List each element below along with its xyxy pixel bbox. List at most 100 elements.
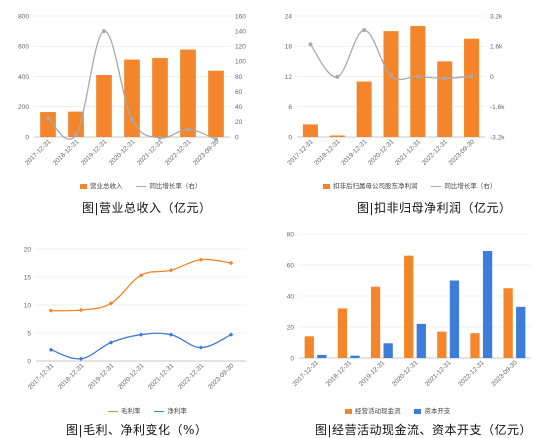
x-tick-label: 2019-12-31 <box>358 359 387 388</box>
chart-caption: 图|毛利、净利变化（%） <box>66 423 208 437</box>
chart-panel-net-profit: 0 6 12 18 24 -3.2k -1.6k 0 1.6k 3.2k 2017-12-31 201… <box>277 0 554 219</box>
net-profit-chart: 06121824-3.2k-1.6k01.6k3.2k2017-12-31201… <box>285 13 505 167</box>
x-tick-label: 2017-12-31 <box>286 138 315 167</box>
x-tick-label: 2021-12-31 <box>147 362 176 391</box>
legend-label: 营业总收入 <box>90 183 123 190</box>
line-marker <box>130 117 134 122</box>
y-right-tick-label: 140 <box>235 28 246 35</box>
line-marker <box>78 356 84 361</box>
cashflow-legend: 经营活动现金流 资本开支 <box>345 405 462 415</box>
chart-panel-revenue: 0 200 400 600 800 0 20 40 60 80 100 120 140 160 2017-1… <box>0 0 277 219</box>
line-marker <box>78 307 84 313</box>
bar <box>416 323 426 358</box>
x-tick-label: 2019-12-31 <box>80 138 109 167</box>
line-marker <box>186 127 190 132</box>
chart-caption: 图|营业总收入（亿元） <box>82 201 212 215</box>
chart-panel-margins: 0 5 10 15 20 2017-12-31 2018-12-31 2019-12-31 20… <box>0 219 277 438</box>
y-tick-label: 0 <box>25 134 29 141</box>
x-tick-label: 2018-12-31 <box>313 138 342 167</box>
y-right-tick-label: 100 <box>235 59 246 66</box>
x-tick-label: 2017-12-31 <box>27 362 56 391</box>
bar <box>404 255 414 358</box>
y-tick-label: 0 <box>288 134 292 141</box>
x-tick-label: 2022-12-31 <box>421 138 450 167</box>
y-tick-label: 20 <box>287 324 295 331</box>
y-tick-label: 600 <box>18 44 29 51</box>
bar <box>437 331 447 358</box>
legend-swatch-bar <box>323 183 330 189</box>
y-tick-label: 0 <box>290 355 294 362</box>
legend-item: 经营活动现金流 <box>345 405 401 415</box>
bar <box>383 343 393 358</box>
bar <box>152 58 168 137</box>
x-tick-label: 2021-12-31 <box>394 138 423 167</box>
x-tick-label: 2023-09-30 <box>490 359 519 388</box>
y-right-tick-label: 120 <box>235 44 246 51</box>
bar <box>304 336 314 358</box>
y-right-tick-label: 60 <box>235 89 243 96</box>
line-marker <box>46 116 50 121</box>
bar <box>503 288 513 358</box>
bar <box>437 61 453 137</box>
y-tick-label: 12 <box>285 74 293 81</box>
x-tick-label: 2019-12-31 <box>340 138 369 167</box>
series-line <box>50 258 232 312</box>
bar <box>350 355 360 358</box>
bar <box>96 74 112 137</box>
line-marker <box>228 332 234 337</box>
bar <box>180 49 196 137</box>
x-tick-label: 2017-12-31 <box>24 138 53 167</box>
x-tick-label: 2023-09-30 <box>448 138 477 167</box>
y-tick-label: 24 <box>285 13 293 20</box>
line-marker <box>389 73 393 78</box>
legend-label: 同比增长率（右） <box>444 183 497 190</box>
line-marker <box>102 29 106 34</box>
line-marker <box>108 301 114 306</box>
legend-label: 资本开支 <box>424 408 451 415</box>
y-tick-label: 10 <box>24 302 32 309</box>
y-right-tick-label: 160 <box>235 13 246 20</box>
y-right-tick-label: -1.6k <box>490 104 505 111</box>
line-marker <box>198 345 204 350</box>
x-tick-label: 2023-09-30 <box>207 362 236 391</box>
bar <box>356 81 372 137</box>
y-tick-label: 200 <box>18 104 29 111</box>
bar <box>317 354 327 358</box>
y-tick-label: 40 <box>287 293 295 300</box>
y-tick-label: 20 <box>24 246 32 253</box>
chart-panel-cashflow: 0 20 40 60 80 2017-12-31 2018-12-31 2019-12-31 2… <box>277 219 554 438</box>
legend-item: 营业总收入 <box>80 180 123 190</box>
x-tick-label: 2021-12-31 <box>136 138 165 167</box>
y-tick-label: 15 <box>24 274 32 281</box>
y-tick-label: 80 <box>287 231 295 238</box>
x-tick-label: 2020-12-31 <box>108 138 137 167</box>
legend-label: 同比增长率（右） <box>149 183 202 190</box>
line-marker <box>158 135 162 140</box>
line-marker <box>442 76 447 81</box>
y-right-tick-label: 80 <box>235 74 243 81</box>
bar <box>302 124 318 137</box>
revenue-chart: 0 200 400 600 800 0 20 40 60 80 100 120 140 160 2017-1… <box>18 13 246 167</box>
line-marker <box>415 74 420 79</box>
legend-item: 净利率 <box>154 405 187 415</box>
y-tick-label: 6 <box>288 104 292 111</box>
y-right-tick-label: -3.2k <box>490 134 505 141</box>
legend-item: 资本开支 <box>414 405 450 415</box>
y-tick-label: 800 <box>18 13 29 20</box>
legend-swatch-line <box>431 185 442 188</box>
x-tick-label: 2020-12-31 <box>367 138 396 167</box>
revenue-legend: 营业总收入 同比增长率（右） <box>80 180 213 190</box>
legend-item: 扣非后归属母公司股东净利润 <box>323 180 418 190</box>
x-tick-label: 2020-12-31 <box>117 362 146 391</box>
y-right-tick-label: 40 <box>235 104 243 111</box>
bar <box>464 38 480 137</box>
bar <box>383 31 399 137</box>
legend-swatch-line <box>108 410 118 413</box>
line-marker <box>168 332 174 337</box>
y-right-tick-label: 0 <box>490 74 494 81</box>
y-tick-label: 5 <box>27 330 31 337</box>
y-tick-label: 18 <box>285 44 293 51</box>
series-line <box>50 332 232 360</box>
legend-label: 扣非后归属母公司股东净利润 <box>333 183 418 190</box>
chart-caption: 图|经营活动现金流、资本开支（亿元） <box>315 423 533 437</box>
